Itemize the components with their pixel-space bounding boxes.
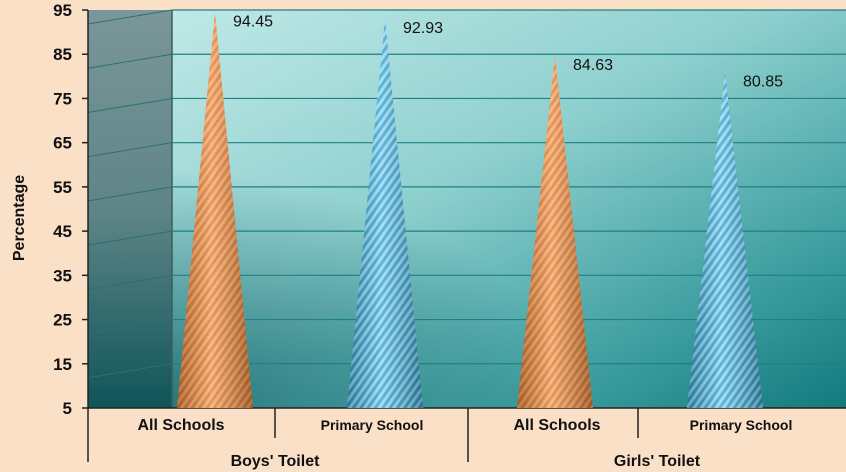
x-axis-categories: All Schools Primary School All Schools Prim… [87,408,793,470]
y-tick-label: 65 [53,134,72,153]
y-tick-label: 5 [63,399,72,418]
gridline-wall [87,230,173,246]
bar-cone-shade [687,72,763,408]
bars: 94.45 92.93 84.63 80.85 [177,12,783,409]
bar-cone-shade [517,55,593,408]
y-tick-label: 75 [53,89,72,108]
gridline-wall [87,319,173,335]
data-label: 92.93 [403,20,443,37]
y-tick-label: 25 [53,311,72,330]
x-category-label: All Schools [137,417,224,434]
x-group-label: Girls' Toilet [614,453,701,470]
y-tick-label: 85 [53,45,72,64]
gridline-wall [87,97,173,113]
y-tick-label: 95 [53,1,72,20]
gridline-wall [87,186,173,202]
gridline-wall [87,53,173,69]
y-tick-label: 15 [53,355,72,374]
x-group-label: Boys' Toilet [231,453,321,470]
data-label: 80.85 [743,74,783,91]
gridline-wall [87,9,173,25]
y-tick-label: 55 [53,178,72,197]
y-axis-ticks: 5 15 25 35 45 55 65 75 85 95 [53,1,88,418]
y-tick-label: 45 [53,222,72,241]
y-tick-label: 35 [53,266,72,285]
data-label: 94.45 [233,13,273,30]
bar-cone-shade [177,12,253,409]
x-category-label: Primary School [321,417,424,433]
x-category-label: Primary School [690,417,793,433]
plot-wall [88,10,172,408]
bar-cone-shade [347,19,423,409]
data-label: 84.63 [573,57,613,74]
gridline-wall [87,363,173,379]
gridline-wall [87,142,173,158]
gridline-wall [87,274,173,290]
x-category-label: All Schools [513,417,600,434]
y-axis-label: Percentage [11,175,28,261]
